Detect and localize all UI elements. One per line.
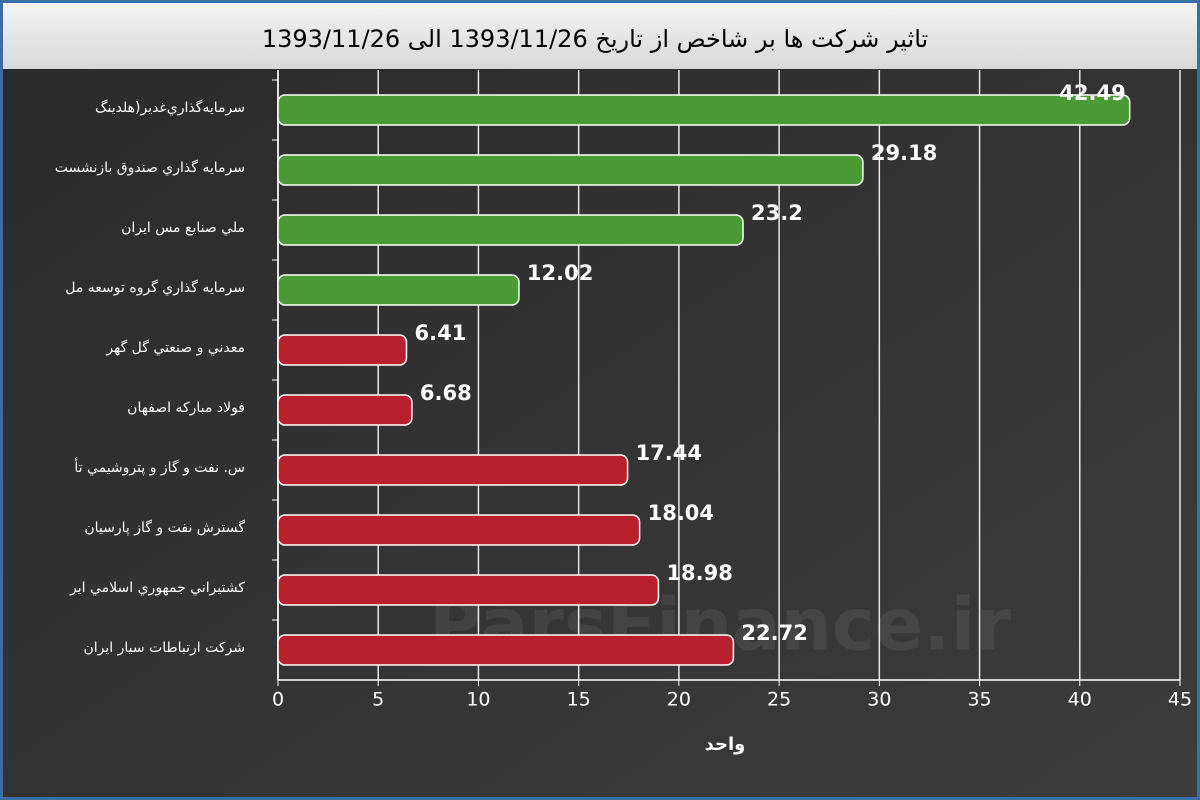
x-tick-label: 25 — [767, 689, 791, 711]
value-label: 23.2 — [751, 201, 803, 225]
x-tick-label: 0 — [272, 689, 284, 711]
bar — [277, 394, 413, 426]
bar — [277, 154, 864, 186]
value-label: 18.04 — [648, 501, 714, 525]
y-tick-label: سرمايه گذاري گروه توسعه مل — [65, 279, 245, 296]
bar — [277, 214, 744, 246]
x-tick-label: 40 — [1068, 689, 1092, 711]
value-label: 29.18 — [871, 141, 937, 165]
bar — [277, 514, 641, 546]
x-tick-label: 20 — [667, 689, 691, 711]
x-tick-label: 35 — [967, 689, 991, 711]
x-tick-label: 10 — [466, 689, 490, 711]
plot: 0 5 10 15 20 25 30 35 40 45 سرمایه‌گذاري‌غدیر(هلدی… — [55, 70, 1192, 711]
bar — [277, 94, 1131, 126]
x-axis-label: واحد — [705, 734, 746, 755]
x-tick-label: 15 — [567, 689, 591, 711]
bar — [277, 634, 735, 666]
value-label: 18.98 — [666, 561, 732, 585]
y-tick-label: سرمایه‌گذاري‌غدیر(هلدینگ — [95, 99, 245, 116]
x-tick-label: 30 — [867, 689, 891, 711]
y-tick-label: ملي صنايع مس ايران — [121, 220, 245, 236]
bar — [277, 574, 660, 606]
y-tick-label: سرمايه گذاري صندوق بازنشست — [55, 159, 245, 176]
y-tick-label: گسترش نفت و گاز پارسيان — [84, 519, 245, 536]
y-tick-label: س. نفت و گاز و پتروشيمي تأ — [74, 457, 245, 476]
value-label: 22.72 — [741, 621, 807, 645]
y-tick-label: معدني و صنعتي گل گهر — [105, 339, 245, 356]
bar — [277, 334, 408, 366]
x-tick-label: 45 — [1168, 689, 1192, 711]
x-tick-label: 5 — [372, 689, 384, 711]
value-label: 12.02 — [527, 261, 593, 285]
y-tick-label: كشتيراني جمهوري اسلامي اير — [69, 580, 245, 596]
value-label: 6.68 — [420, 381, 472, 405]
y-tick-label: فولاد مباركه اصفهان — [127, 400, 245, 416]
header — [3, 3, 1197, 69]
value-label: 6.41 — [414, 321, 466, 345]
y-tick-label: شركت ارتباطات سيار ايران — [83, 640, 245, 656]
bar — [277, 454, 629, 486]
value-label: 17.44 — [636, 441, 702, 465]
bar — [277, 274, 520, 306]
chart-title: تاثیر شرکت ها بر شاخص از تاریخ 1393/11/2… — [262, 25, 928, 53]
value-label: 42.49 — [1059, 81, 1125, 105]
